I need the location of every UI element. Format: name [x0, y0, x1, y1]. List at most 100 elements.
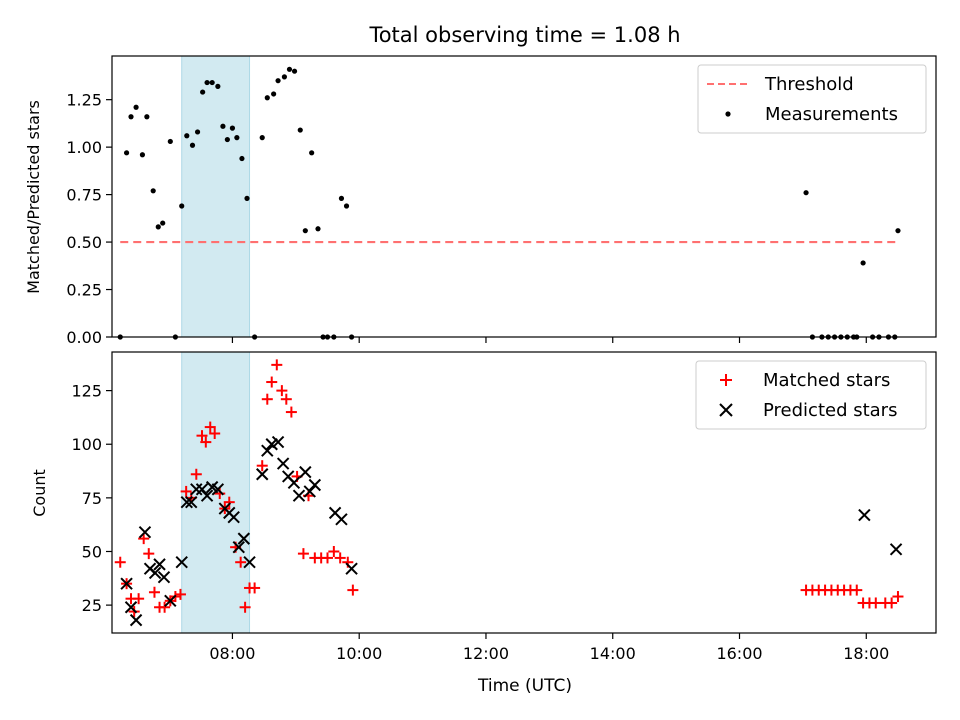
measurement-point: [150, 188, 156, 194]
count-panel: Count Time (UTC) 25 50 75 100 125 08:00 10:00 1…: [30, 351, 937, 696]
matched-point: [322, 552, 334, 564]
matched-point: [297, 548, 309, 560]
measurement-point: [133, 104, 139, 110]
matched-point: [174, 588, 186, 600]
measurement-point: [259, 135, 265, 141]
chart-title: Total observing time = 1.08 h: [368, 23, 680, 47]
top-plot-marks: [117, 66, 901, 340]
x-tick-label: 10:00: [336, 644, 382, 663]
bottom-plot-marks: [114, 359, 904, 627]
top-y-axis-label: Matched/Predicted stars: [24, 100, 43, 294]
measurement-point: [204, 79, 210, 86]
predicted-point: [858, 508, 871, 522]
predicted-point: [889, 543, 903, 556]
predicted-point: [157, 571, 171, 584]
matched-point: [886, 597, 898, 609]
y-tick-label: 1.25: [66, 91, 102, 110]
measurement-point: [302, 228, 308, 234]
matched-point: [280, 393, 292, 405]
matched-point: [235, 556, 247, 568]
matched-point: [892, 591, 904, 603]
measurements-legend-label: Measurements: [765, 104, 898, 125]
bottom-legend-frame: [695, 360, 927, 430]
matched-point: [328, 545, 340, 557]
predicted-point: [124, 601, 138, 614]
matched-legend-label: Matched stars: [763, 370, 890, 391]
matched-point: [200, 436, 212, 448]
matched-point: [180, 485, 192, 497]
matched-legend-marker: [720, 374, 732, 386]
matched-point: [196, 430, 208, 442]
y-tick-label: 75: [82, 489, 102, 508]
y-tick-label: 0.00: [66, 328, 102, 347]
x-tick-label: 16:00: [716, 644, 762, 663]
matched-point: [239, 601, 251, 613]
predicted-point: [180, 495, 194, 509]
predicted-point: [287, 476, 301, 490]
matched-point: [271, 359, 283, 371]
predicted-point: [256, 468, 269, 481]
measurement-point: [343, 203, 350, 209]
predicted-legend-marker: [719, 403, 733, 417]
x-tick-label: 08:00: [209, 644, 255, 663]
series-measurements: [117, 66, 901, 340]
x-axis-label: Time (UTC): [477, 676, 572, 696]
measurement-point: [244, 195, 250, 201]
measurement-point: [803, 190, 809, 196]
predicted-point: [164, 594, 177, 608]
x-tick-label: 12:00: [463, 644, 509, 663]
matched-point: [190, 468, 202, 480]
predicted-point: [232, 540, 245, 554]
predicted-point: [271, 435, 285, 449]
predicted-point: [335, 513, 348, 526]
matched-point: [133, 593, 145, 605]
measurement-point: [234, 135, 240, 141]
matched-point: [347, 584, 359, 596]
measurement-point: [229, 125, 236, 131]
predicted-point: [243, 556, 256, 569]
matched-point: [249, 582, 261, 594]
predicted-point: [308, 478, 322, 492]
y-tick-label: 25: [82, 596, 102, 615]
y-tick-label: 100: [71, 435, 102, 454]
predicted-point: [345, 562, 358, 575]
y-tick-label: 0.50: [66, 233, 102, 252]
y-tick-label: 1.00: [66, 138, 102, 157]
measurement-point: [144, 114, 150, 120]
y-tick-label: 0.75: [66, 186, 102, 205]
series-predicted-stars: [120, 435, 903, 627]
matched-point: [204, 421, 216, 433]
measurements-legend-marker: [725, 111, 731, 117]
matched-point: [256, 460, 268, 472]
top-legend: Threshold Measurements: [697, 64, 927, 134]
measurement-point: [239, 155, 245, 162]
predicted-point: [185, 495, 198, 509]
y-tick-label: 0.25: [66, 281, 102, 300]
top-legend-frame: [697, 64, 927, 134]
matched-point: [276, 385, 288, 397]
predicted-point: [200, 489, 214, 502]
measurement-point: [860, 260, 866, 266]
matched-point: [159, 601, 171, 613]
measurement-point: [209, 79, 215, 86]
ratio-panel: Total observing time = 1.08 h Matched/Pr…: [24, 23, 937, 347]
matched-point: [223, 496, 235, 508]
matched-point: [870, 597, 882, 609]
predicted-point: [190, 483, 203, 496]
matched-point: [851, 584, 863, 596]
measurement-point: [286, 66, 293, 72]
predicted-point: [175, 556, 188, 569]
measurement-point: [160, 220, 166, 226]
measurement-point: [224, 136, 230, 143]
matched-point: [261, 393, 273, 405]
top-shaded-region: [181, 55, 251, 338]
predicted-point: [299, 465, 312, 479]
matched-point: [334, 552, 346, 564]
predicted-point: [227, 510, 240, 524]
measurement-point: [123, 150, 130, 156]
predicted-legend-label: Predicted stars: [763, 400, 897, 421]
measurement-point: [200, 89, 206, 95]
predicted-point: [153, 558, 166, 571]
bottom-axes-frame: [111, 351, 937, 634]
